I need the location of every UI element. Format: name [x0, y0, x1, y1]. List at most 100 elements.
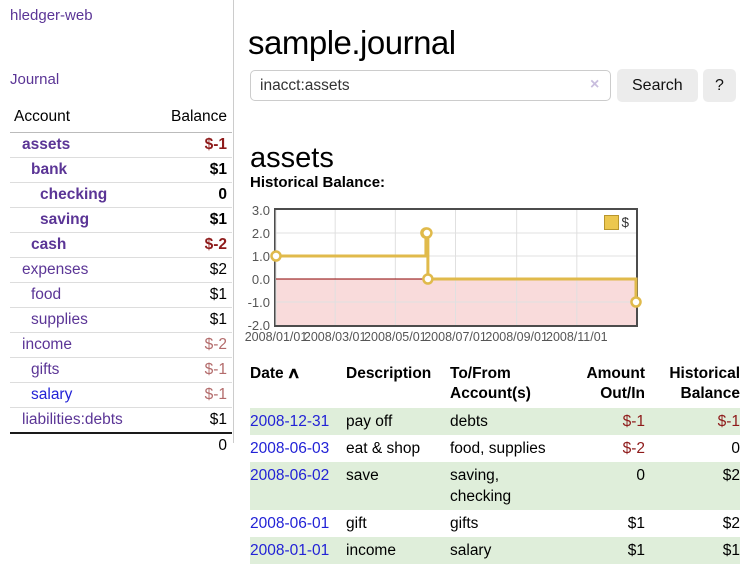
sort-ascending-icon: ∧	[286, 365, 301, 382]
account-row-cash: cash $-2	[10, 232, 232, 258]
x-axis-tick-label: 2008/03/01	[303, 330, 367, 344]
account-link-income[interactable]: income	[22, 336, 72, 353]
transaction-date-link[interactable]: 2008-06-03	[250, 440, 330, 457]
transaction-description: save	[346, 467, 379, 484]
transaction-amount: $-2	[622, 440, 645, 457]
transaction-balance: $-1	[717, 413, 740, 430]
accounts-total-row: 0	[10, 432, 232, 458]
accounts-header-account: Account	[10, 104, 151, 133]
x-axis-tick-label: 2008/11/01	[545, 330, 608, 344]
transaction-description: income	[346, 542, 396, 559]
transaction-date-link[interactable]: 2008-01-01	[250, 542, 330, 559]
account-row-liabilities-debts: liabilities:debts $1	[10, 407, 232, 433]
chart-plot: $	[270, 208, 642, 327]
accounts-table: Account Balance assets $-1 bank $1 check…	[10, 104, 232, 458]
transaction-balance: $2	[722, 467, 740, 484]
account-row-bank: bank $1	[10, 157, 232, 183]
search-button[interactable]: Search	[617, 69, 698, 102]
transaction-description: pay off	[346, 413, 393, 430]
account-row-food: food $1	[10, 282, 232, 308]
y-axis-tick-label: -1.0	[247, 295, 270, 310]
account-row-checking: checking 0	[10, 182, 232, 208]
account-balance: $2	[150, 257, 232, 283]
account-balance: $-2	[150, 332, 232, 358]
x-axis-tick-label: 2008/01/01	[244, 330, 308, 344]
transaction-date-link[interactable]: 2008-06-01	[250, 515, 330, 532]
y-axis-tick-label: 1.0	[251, 249, 270, 264]
transaction-accounts: saving, checking	[450, 467, 512, 505]
register-header-tofrom: To/From Account(s)	[450, 365, 531, 402]
register-row: 2008-06-01 gift gifts $1 $2	[250, 510, 740, 537]
page-title: sample.journal	[248, 24, 456, 62]
transaction-amount: 0	[636, 467, 645, 484]
account-row-income: income $-2	[10, 332, 232, 358]
y-axis-tick-label: 0.0	[251, 272, 270, 287]
transaction-balance: 0	[731, 440, 740, 457]
account-balance: $1	[150, 407, 232, 433]
clear-search-icon[interactable]: ×	[590, 76, 600, 93]
account-heading: assets	[250, 142, 334, 175]
accounts-total-value: 0	[150, 432, 232, 458]
transaction-amount: $1	[627, 542, 645, 559]
data-point-marker	[421, 227, 433, 239]
account-balance: $1	[150, 207, 232, 233]
account-balance: $-1	[150, 382, 232, 408]
x-axis-tick-label: 2008/07/01	[424, 330, 487, 344]
account-balance: $1	[150, 307, 232, 333]
search-bar: × Search ?	[250, 69, 742, 103]
register-header-balance: Historical Balance	[669, 365, 740, 402]
transaction-accounts: food, supplies	[450, 440, 546, 457]
transaction-accounts: gifts	[450, 515, 479, 532]
legend-label: $	[621, 215, 629, 230]
transaction-description: gift	[346, 515, 367, 532]
transaction-date-link[interactable]: 2008-12-31	[250, 413, 330, 430]
x-axis-tick-label: 2008/05/01	[364, 330, 427, 344]
sidebar-divider	[233, 0, 234, 443]
account-row-salary: salary $-1	[10, 382, 232, 408]
data-point-marker	[422, 273, 434, 285]
transaction-balance: $1	[722, 542, 740, 559]
register-header-date[interactable]: Date ∧	[250, 365, 301, 382]
account-link-gifts[interactable]: gifts	[31, 361, 60, 378]
account-row-assets: assets $-1	[10, 133, 232, 158]
register-header-row: Date ∧ Description To/From Account(s) Amo…	[250, 362, 740, 408]
account-link-supplies[interactable]: supplies	[31, 311, 88, 328]
data-point-marker	[270, 250, 282, 262]
account-link-expenses[interactable]: expenses	[22, 261, 89, 278]
transaction-accounts: debts	[450, 413, 488, 430]
account-link-salary[interactable]: salary	[31, 386, 73, 403]
account-link-saving[interactable]: saving	[40, 211, 90, 228]
y-axis-tick-label: 3.0	[251, 203, 270, 218]
register-header-description: Description	[346, 365, 432, 382]
chart-legend: $	[604, 215, 629, 230]
search-input[interactable]	[250, 70, 611, 101]
data-point-marker	[630, 296, 642, 308]
account-link-bank[interactable]: bank	[31, 161, 68, 178]
account-row-saving: saving $1	[10, 207, 232, 233]
sidebar-item-journal[interactable]: Journal	[10, 71, 60, 88]
chart-title: Historical Balance:	[250, 174, 386, 191]
account-row-supplies: supplies $1	[10, 307, 232, 333]
accounts-header-row: Account Balance	[10, 104, 232, 133]
account-balance: $-2	[150, 232, 232, 258]
account-row-gifts: gifts $-1	[10, 357, 232, 383]
account-balance: 0	[150, 182, 232, 208]
main-content: sample.journal × Search ? assets Histori…	[245, 0, 742, 582]
transaction-date-link[interactable]: 2008-06-02	[250, 467, 330, 484]
account-link-cash[interactable]: cash	[31, 236, 67, 253]
account-link-checking[interactable]: checking	[40, 186, 108, 203]
transaction-description: eat & shop	[346, 440, 421, 457]
register-row: 2008-01-01 income salary $1 $1	[250, 537, 740, 564]
account-link-food[interactable]: food	[31, 286, 62, 303]
account-link-liabilities-debts[interactable]: liabilities:debts	[22, 411, 123, 428]
app-brand-link[interactable]: hledger-web	[10, 7, 93, 24]
help-button[interactable]: ?	[703, 69, 736, 102]
register-row: 2008-06-02 save saving, checking 0 $2	[250, 462, 740, 510]
y-axis-tick-label: -2.0	[247, 318, 270, 333]
account-balance: $-1	[204, 136, 227, 153]
legend-swatch-icon	[604, 215, 620, 230]
account-link-assets[interactable]: assets	[22, 136, 71, 153]
transaction-amount: $1	[627, 515, 645, 532]
account-row-expenses: expenses $2	[10, 257, 232, 283]
x-axis-tick-label: 2008/09/01	[485, 330, 548, 344]
